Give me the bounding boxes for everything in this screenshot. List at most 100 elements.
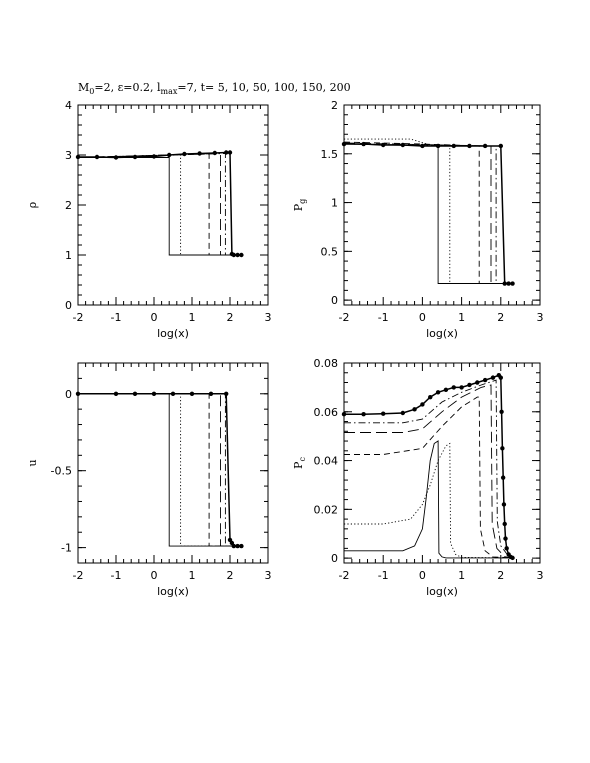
series-points-line xyxy=(78,151,242,256)
y-tick-label: 2 xyxy=(65,199,72,212)
data-point xyxy=(113,155,119,160)
series-points-line xyxy=(344,143,513,285)
plot-frame xyxy=(343,362,541,564)
y-tick-label: -0.5 xyxy=(51,465,72,478)
x-axis-label: log(x) xyxy=(157,327,189,340)
panel-pg: -2 -1 0 1 2 3 0 0.5 1 1.5 2 log(x) Pg xyxy=(292,99,544,340)
series-line-solid xyxy=(343,143,513,284)
data-point xyxy=(197,151,202,156)
x-tick-label: 1 xyxy=(458,569,465,582)
data-point xyxy=(151,154,157,159)
x-tick-label: -1 xyxy=(111,311,122,324)
data-point xyxy=(482,143,488,149)
data-point xyxy=(428,394,433,400)
panel-u: -2 -1 0 1 2 3 0 -0.5 -1 log(x) u xyxy=(26,362,272,598)
plot-frame xyxy=(343,104,541,306)
y-tick-label: 1 xyxy=(65,249,72,262)
x-tick-label: 0 xyxy=(151,311,158,324)
y-axis-label: u xyxy=(26,459,39,466)
x-tick-label: 2 xyxy=(497,311,504,324)
panel-rho: -2 -1 0 1 2 3 0 1 2 3 4 log(x) ρ xyxy=(26,99,272,340)
data-point xyxy=(224,150,229,155)
series-points-line xyxy=(344,374,513,559)
data-point xyxy=(235,543,240,549)
data-point xyxy=(412,407,417,412)
x-tick-label: 3 xyxy=(537,569,544,582)
data-point xyxy=(510,555,515,561)
x-tick-label: -1 xyxy=(378,311,389,324)
data-point xyxy=(475,380,480,385)
series-line-longdash xyxy=(344,384,513,559)
data-point xyxy=(420,143,425,149)
x-tick-label: 3 xyxy=(537,311,544,324)
data-point xyxy=(459,385,464,390)
x-tick-label: 1 xyxy=(189,569,196,582)
y-tick-label: 0 xyxy=(331,552,338,565)
data-point xyxy=(482,377,488,383)
x-tick-label: 3 xyxy=(265,311,272,324)
data-point xyxy=(182,151,187,157)
y-tick-label: 0 xyxy=(65,388,72,401)
series-line-dotted xyxy=(77,154,242,256)
series-line-longdash xyxy=(343,142,513,284)
series-points-line xyxy=(78,393,242,547)
data-point xyxy=(500,446,505,451)
data-point xyxy=(499,409,504,414)
series-line-solid xyxy=(78,157,242,256)
x-tick-label: 3 xyxy=(265,569,272,582)
x-tick-label: 2 xyxy=(227,311,234,324)
series-line-longdash xyxy=(78,393,242,547)
series-line-dotted xyxy=(78,393,242,547)
series-line-solid xyxy=(344,440,513,559)
data-point xyxy=(208,391,214,396)
data-point xyxy=(113,391,119,396)
x-tick-label: 1 xyxy=(458,311,465,324)
data-point xyxy=(381,142,386,148)
data-point xyxy=(381,411,386,416)
data-point xyxy=(170,391,176,396)
x-tick-label: -2 xyxy=(339,311,350,324)
data-point xyxy=(239,543,244,549)
data-point xyxy=(490,375,496,380)
series-line-dashdot xyxy=(78,393,242,547)
data-point xyxy=(498,143,503,149)
data-point xyxy=(341,141,347,147)
y-tick-label: 0 xyxy=(331,294,338,307)
x-tick-label: -1 xyxy=(111,569,122,582)
data-point xyxy=(151,391,157,396)
x-tick-label: -2 xyxy=(73,311,84,324)
series-line-dashdot xyxy=(77,153,242,256)
data-point xyxy=(75,154,81,160)
data-point xyxy=(503,536,508,541)
data-point xyxy=(224,391,229,396)
x-axis-label: log(x) xyxy=(157,585,189,598)
x-tick-label: -2 xyxy=(339,569,350,582)
series-line-dotted xyxy=(344,442,513,559)
data-point xyxy=(504,546,509,551)
series-line-dashed xyxy=(343,141,513,284)
data-point xyxy=(341,412,347,417)
data-point xyxy=(498,375,503,380)
data-point xyxy=(400,142,405,148)
y-tick-label: -1 xyxy=(61,542,72,555)
y-tick-label: 4 xyxy=(65,99,72,112)
data-point xyxy=(132,391,138,396)
y-tick-label: 0.08 xyxy=(314,357,339,370)
data-point xyxy=(435,390,441,395)
y-axis-label: ρ xyxy=(26,202,39,208)
data-point xyxy=(420,402,425,407)
panels: -2 -1 0 1 2 3 0 1 2 3 4 log(x) ρ -2 -1 0 1 2 3 0 0.5 1 1.5 2 log… xyxy=(26,99,544,598)
x-tick-label: 0 xyxy=(151,569,158,582)
data-point xyxy=(502,281,507,286)
data-point xyxy=(212,150,217,156)
data-point xyxy=(94,154,100,160)
data-point xyxy=(506,281,511,286)
y-tick-label: 0.04 xyxy=(314,455,339,468)
series-line-dashdot xyxy=(344,379,513,559)
y-tick-label: 1 xyxy=(331,197,338,210)
data-point xyxy=(167,152,172,158)
data-point xyxy=(361,141,366,147)
data-point xyxy=(510,281,515,286)
x-axis-label: log(x) xyxy=(426,327,458,340)
